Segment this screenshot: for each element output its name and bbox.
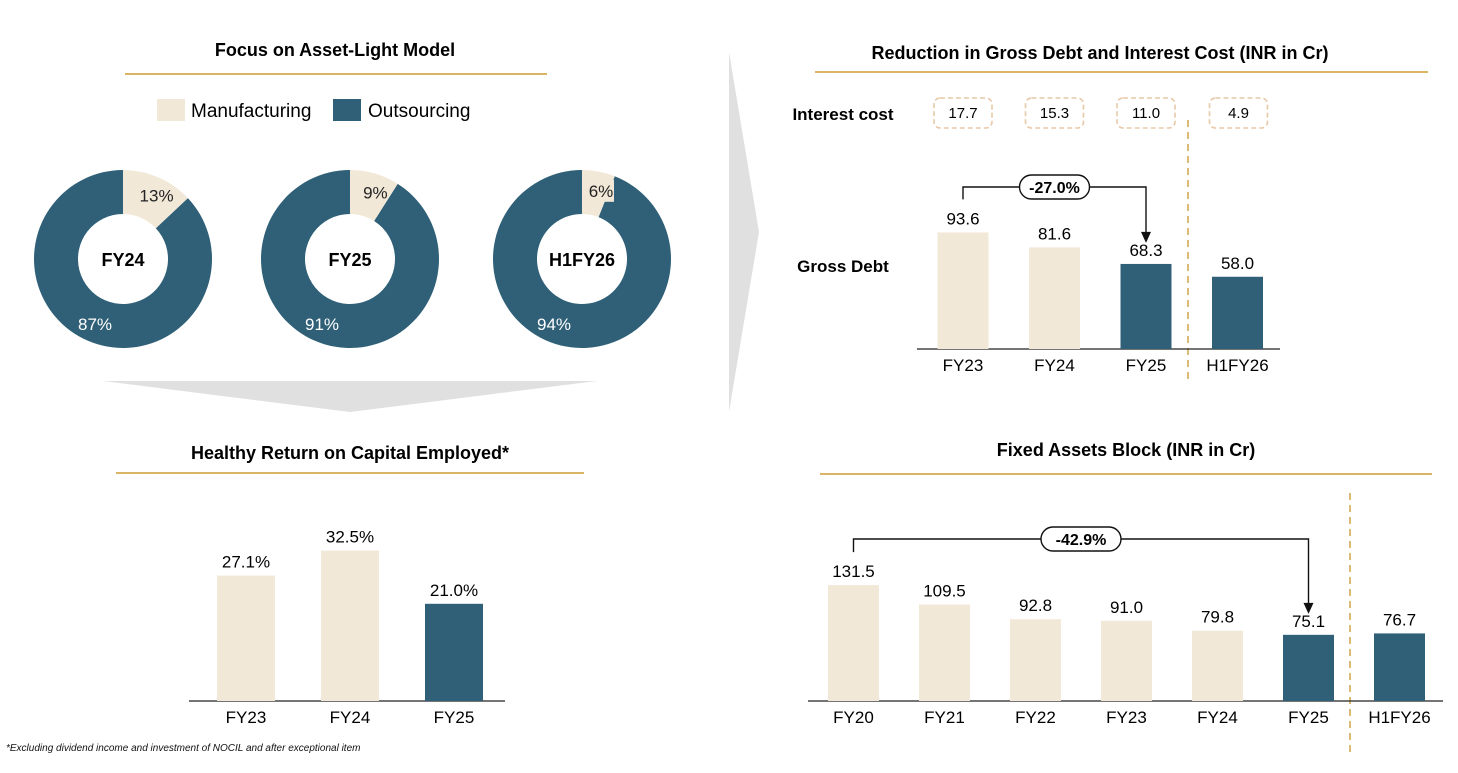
change-arrowhead xyxy=(1303,602,1314,614)
interest-cost-value: 4.9 xyxy=(1228,105,1249,122)
change-pill xyxy=(1040,526,1122,552)
bar xyxy=(1212,276,1263,349)
x-tick-label: FY21 xyxy=(924,708,965,727)
arrow-right-shape xyxy=(729,52,759,412)
x-tick-label: FY24 xyxy=(1197,708,1238,727)
bar-value-label: 131.5 xyxy=(832,562,875,581)
bar-value-label: 76.7 xyxy=(1383,610,1416,629)
x-tick-label: FY20 xyxy=(833,708,874,727)
bar-value-label: 21.0% xyxy=(430,581,478,600)
bar xyxy=(919,604,970,701)
bar-value-label: 32.5% xyxy=(326,528,374,547)
bar-value-label: 109.5 xyxy=(923,582,966,601)
fixed-assets-bars: 131.5 FY20 109.5 FY21 92.8 FY22 91.0 FY23 79.8 FY… xyxy=(808,526,1443,727)
donut-slice-outsourcing xyxy=(492,170,671,348)
donut-slice-outsourcing xyxy=(33,170,212,348)
interest-cost-box xyxy=(1116,97,1176,129)
bar xyxy=(1101,620,1152,701)
asset-light-panel: Focus on Asset-Light Model Manufacturing… xyxy=(33,40,671,349)
x-tick-label: FY25 xyxy=(1288,708,1329,727)
interest-cost-box xyxy=(1208,97,1269,129)
roce-panel: Healthy Return on Capital Employed* 27.1… xyxy=(116,443,584,727)
interest-cost-value: 17.7 xyxy=(948,105,977,122)
gross-debt-panel: Reduction in Gross Debt and Interest Cos… xyxy=(792,43,1428,382)
roce-bars: 27.1% FY23 32.5% FY24 21.0% FY25 xyxy=(189,528,505,727)
debt-panel-title: Reduction in Gross Debt and Interest Cos… xyxy=(871,43,1328,63)
bar xyxy=(1010,619,1061,701)
x-tick-label: FY24 xyxy=(330,708,371,727)
bar xyxy=(828,585,879,701)
interest-cost-value: 11.0 xyxy=(1132,105,1160,122)
donut-slice-outsourcing xyxy=(261,170,439,349)
fixed-assets-panel: Fixed Assets Block (INR in Cr) 131.5 FY20… xyxy=(808,440,1443,752)
x-tick-label: FY23 xyxy=(1106,708,1147,727)
bar-value-label: 75.1 xyxy=(1292,612,1325,631)
bar-value-label: 79.8 xyxy=(1201,608,1234,627)
donut-label-outsourcing: 94% xyxy=(537,315,571,334)
interest-cost-box xyxy=(1024,97,1085,129)
footnote: *Excluding dividend income and investmen… xyxy=(6,743,361,754)
bar-value-label: 92.8 xyxy=(1019,596,1052,615)
bar-value-label: 68.3 xyxy=(1129,241,1162,260)
gross-debt-bars: 93.6 FY23 81.6 FY24 68.3 FY25 58.0 H1FY26 17.7 15… xyxy=(917,97,1280,375)
change-pill xyxy=(1018,174,1091,200)
change-label: -42.9% xyxy=(1056,532,1107,549)
donut-label-outsourcing: 87% xyxy=(78,315,112,334)
roce-panel-title: Healthy Return on Capital Employed* xyxy=(191,443,509,463)
legend-label-manufacturing: Manufacturing xyxy=(191,101,311,122)
bar-value-label: 27.1% xyxy=(222,553,270,572)
gross-debt-row-label: Gross Debt xyxy=(797,257,889,276)
donut-label-manufacturing: 9% xyxy=(363,183,388,202)
x-tick-label: FY25 xyxy=(1126,356,1167,375)
donut-center-label: FY25 xyxy=(328,250,371,270)
bar xyxy=(425,603,483,701)
donut-label-manufacturing: 13% xyxy=(140,186,174,205)
donut-label-manufacturing: 6% xyxy=(589,182,614,201)
legend-swatch-manufacturing xyxy=(157,99,185,121)
bar xyxy=(1374,633,1425,701)
x-tick-label: FY23 xyxy=(226,708,267,727)
bar-value-label: 81.6 xyxy=(1038,224,1071,243)
donut-group: 13% 87% FY24 9% 91% FY25 6% 94% H1FY26 xyxy=(33,170,671,349)
interest-cost-row-label: Interest cost xyxy=(792,105,893,124)
bar-value-label: 91.0 xyxy=(1110,598,1143,617)
interest-cost-box xyxy=(933,97,993,129)
bar xyxy=(937,232,989,349)
donut-slice-manufacturing xyxy=(123,170,188,229)
change-label: -27.0% xyxy=(1029,180,1080,197)
x-tick-label: H1FY26 xyxy=(1206,356,1268,375)
donut-center-label: FY24 xyxy=(101,250,144,270)
arrow-down-shape xyxy=(103,381,597,412)
bar xyxy=(321,550,379,701)
donut-panel-title: Focus on Asset-Light Model xyxy=(215,40,455,60)
interest-cost-value: 15.3 xyxy=(1040,105,1069,122)
bar xyxy=(1029,247,1080,349)
change-arrowhead xyxy=(1141,231,1151,243)
bar xyxy=(1192,630,1243,701)
fixed-assets-panel-title: Fixed Assets Block (INR in Cr) xyxy=(997,440,1255,460)
bar xyxy=(217,575,275,701)
legend-swatch-outsourcing xyxy=(333,99,361,121)
x-tick-label: FY24 xyxy=(1034,356,1075,375)
label-backdrop xyxy=(582,179,615,202)
bar xyxy=(1283,634,1334,701)
donut-label-outsourcing: 91% xyxy=(305,315,339,334)
bar-value-label: 93.6 xyxy=(946,209,979,228)
donut-slice-manufacturing xyxy=(350,170,398,222)
bar-value-label: 58.0 xyxy=(1221,254,1254,273)
x-tick-label: FY23 xyxy=(943,356,984,375)
x-tick-label: FY22 xyxy=(1015,708,1056,727)
bar xyxy=(1120,263,1172,349)
legend-label-outsourcing: Outsourcing xyxy=(368,101,470,122)
x-tick-label: FY25 xyxy=(434,708,475,727)
donut-center-label: H1FY26 xyxy=(549,250,615,270)
x-tick-label: H1FY26 xyxy=(1368,708,1430,727)
